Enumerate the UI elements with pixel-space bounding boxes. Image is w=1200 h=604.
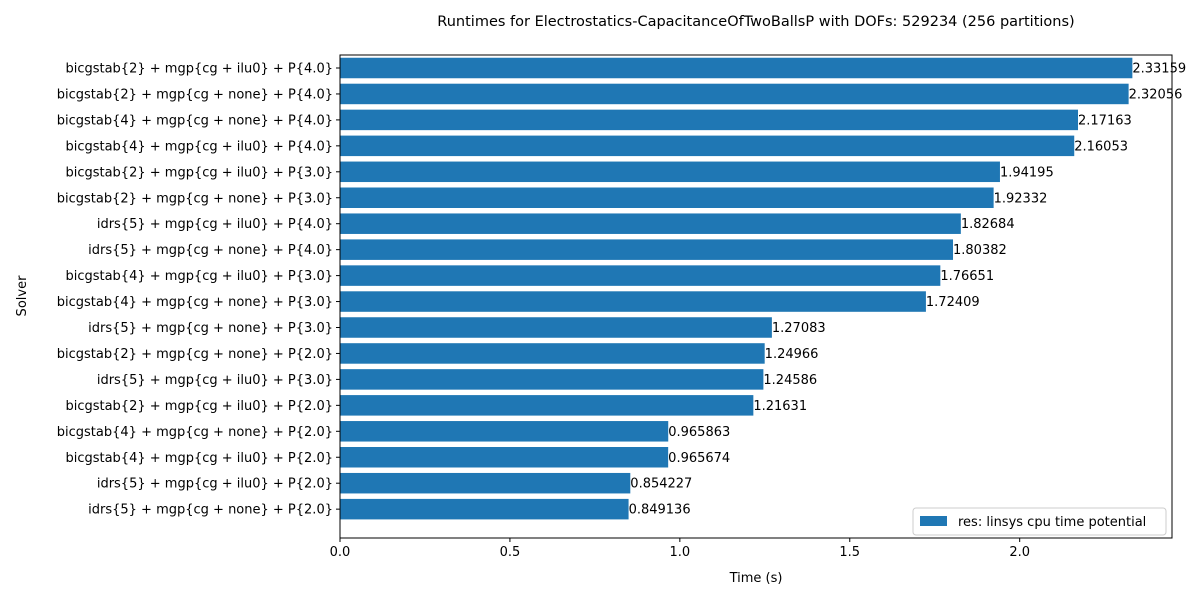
bar-value-label: 1.92332 bbox=[994, 191, 1048, 206]
bar bbox=[340, 343, 765, 364]
value-labels-layer: 2.33159 2.32056 2.17163 2.16053 1.94195 1.923… bbox=[629, 62, 1187, 518]
bar-value-label: 1.82684 bbox=[961, 217, 1015, 232]
bar bbox=[340, 57, 1133, 79]
bar bbox=[340, 498, 629, 520]
bar-value-label: 1.24586 bbox=[763, 373, 817, 388]
y-tick-label: bicgstab{2} + mgp{cg + ilu0} + P{4.0} bbox=[65, 62, 333, 77]
bar bbox=[340, 395, 754, 416]
legend-frame bbox=[912, 507, 1167, 536]
chart-title: Runtimes for Electrostatics-CapacitanceO… bbox=[437, 14, 1074, 30]
bar-value-label: 1.76651 bbox=[940, 269, 994, 284]
bar bbox=[340, 83, 1129, 105]
x-tick-layer: 0.0 0.5 1.0 1.5 2.0 bbox=[330, 538, 1030, 560]
bar bbox=[340, 135, 1075, 157]
y-axis-label: Solver bbox=[15, 275, 30, 317]
bar-value-label: 1.72409 bbox=[926, 295, 980, 310]
legend-label: res: linsys cpu time potential bbox=[958, 515, 1146, 530]
bar bbox=[340, 317, 772, 338]
y-tick-label: bicgstab{2} + mgp{cg + none} + P{2.0} bbox=[57, 347, 333, 362]
x-tick-label: 2.0 bbox=[1009, 545, 1030, 560]
bar-value-label: 0.965674 bbox=[668, 451, 730, 466]
bar bbox=[340, 239, 954, 260]
y-tick-label: bicgstab{4} + mgp{cg + ilu0} + P{4.0} bbox=[65, 139, 333, 154]
bar bbox=[340, 472, 631, 494]
y-tick-label: idrs{5} + mgp{cg + none} + P{3.0} bbox=[88, 321, 333, 336]
y-tick-label: bicgstab{2} + mgp{cg + ilu0} + P{3.0} bbox=[65, 165, 333, 180]
y-tick-label: bicgstab{2} + mgp{cg + ilu0} + P{2.0} bbox=[65, 399, 333, 414]
bar-value-label: 0.849136 bbox=[629, 503, 691, 518]
bar bbox=[340, 187, 994, 208]
bar-value-label: 2.32056 bbox=[1129, 87, 1183, 102]
y-tick-label: bicgstab{4} + mgp{cg + none} + P{4.0} bbox=[57, 113, 333, 128]
y-tick-label: idrs{5} + mgp{cg + none} + P{4.0} bbox=[88, 243, 333, 258]
y-tick-label: bicgstab{4} + mgp{cg + none} + P{2.0} bbox=[57, 425, 333, 440]
bar bbox=[340, 369, 764, 390]
y-tick-label: idrs{5} + mgp{cg + ilu0} + P{3.0} bbox=[97, 373, 333, 388]
bar bbox=[340, 447, 669, 468]
bar-value-label: 1.80382 bbox=[953, 243, 1007, 258]
bar-value-label: 1.21631 bbox=[753, 399, 807, 414]
y-tick-label: bicgstab{2} + mgp{cg + none} + P{3.0} bbox=[57, 191, 333, 206]
x-tick-label: 0.5 bbox=[500, 545, 521, 560]
bars-layer bbox=[340, 57, 1133, 520]
y-tick-label: idrs{5} + mgp{cg + ilu0} + P{4.0} bbox=[97, 217, 333, 232]
x-tick-label: 1.5 bbox=[839, 545, 860, 560]
bar-value-label: 2.17163 bbox=[1078, 113, 1132, 128]
bar-value-label: 0.854227 bbox=[630, 477, 692, 492]
bar bbox=[340, 109, 1079, 131]
y-tick-label: bicgstab{2} + mgp{cg + none} + P{4.0} bbox=[57, 87, 333, 102]
bar-value-label: 2.33159 bbox=[1132, 62, 1186, 77]
y-tick-label: idrs{5} + mgp{cg + none} + P{2.0} bbox=[88, 503, 333, 518]
bar bbox=[340, 213, 961, 234]
bar-value-label: 1.27083 bbox=[772, 321, 826, 336]
x-axis-label: Time (s) bbox=[729, 571, 783, 586]
bar-value-label: 1.94195 bbox=[1000, 165, 1054, 180]
bar bbox=[340, 161, 1000, 183]
bar bbox=[340, 265, 941, 286]
bar-value-label: 1.24966 bbox=[765, 347, 819, 362]
x-tick-label: 1.0 bbox=[669, 545, 690, 560]
bar-value-label: 2.16053 bbox=[1074, 139, 1128, 154]
legend-swatch bbox=[920, 516, 947, 526]
y-tick-label: bicgstab{4} + mgp{cg + ilu0} + P{2.0} bbox=[65, 451, 333, 466]
bar bbox=[340, 421, 669, 442]
bar bbox=[340, 291, 926, 312]
y-tick-label: bicgstab{4} + mgp{cg + ilu0} + P{3.0} bbox=[65, 269, 333, 284]
y-tick-layer: bicgstab{2} + mgp{cg + ilu0} + P{4.0} bic… bbox=[57, 62, 340, 518]
y-tick-label: idrs{5} + mgp{cg + ilu0} + P{2.0} bbox=[97, 477, 333, 492]
plot-frame bbox=[339, 54, 1173, 539]
bar-value-label: 0.965863 bbox=[668, 425, 730, 440]
y-tick-label: bicgstab{4} + mgp{cg + none} + P{3.0} bbox=[57, 295, 333, 310]
legend: res: linsys cpu time potential bbox=[912, 507, 1167, 536]
x-tick-label: 0.0 bbox=[330, 545, 351, 560]
